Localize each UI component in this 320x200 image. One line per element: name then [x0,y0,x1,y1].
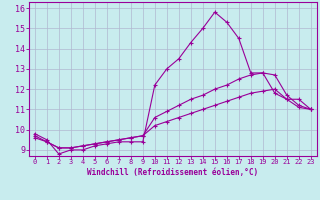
X-axis label: Windchill (Refroidissement éolien,°C): Windchill (Refroidissement éolien,°C) [87,168,258,177]
